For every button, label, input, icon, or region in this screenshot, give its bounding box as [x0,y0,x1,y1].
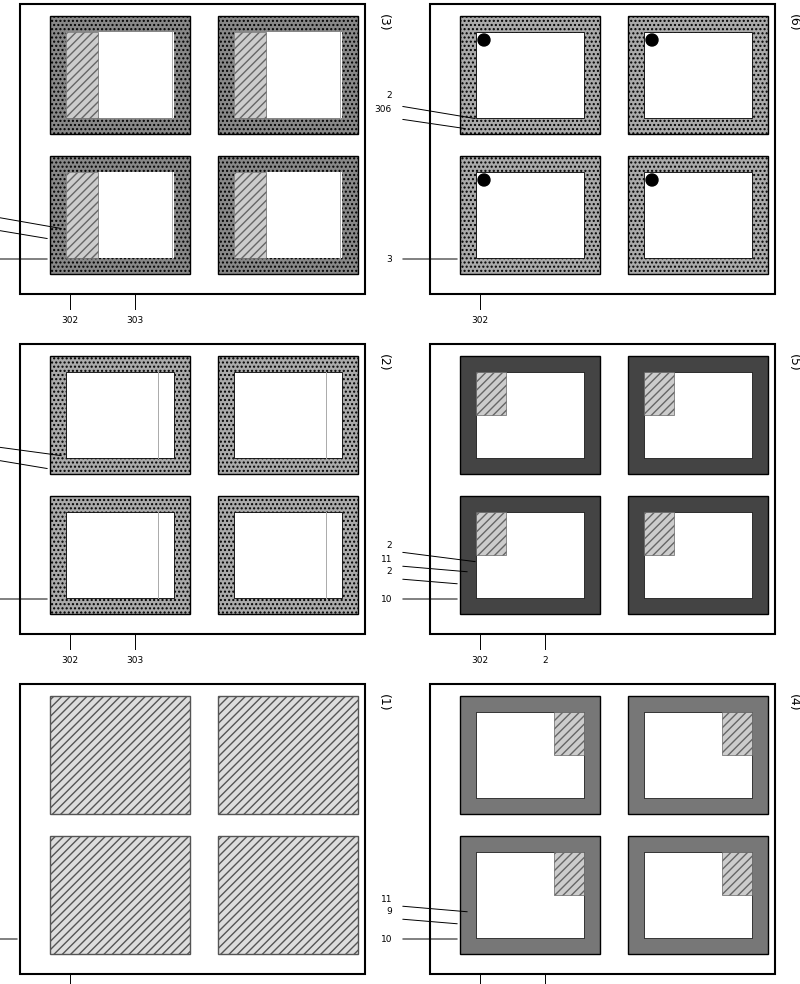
Bar [218,696,358,814]
Bar [234,32,266,118]
Bar [460,696,600,814]
Bar [234,372,342,458]
Bar [644,512,752,598]
Bar [460,496,600,614]
Bar [50,496,190,614]
Text: 2: 2 [542,656,548,665]
Text: 302: 302 [62,316,78,325]
Bar [476,32,584,118]
Text: (2): (2) [377,354,390,372]
Text: (6): (6) [786,14,799,31]
Bar [50,156,190,274]
Bar [628,696,768,814]
Bar [50,356,190,474]
Bar [66,32,174,118]
Circle shape [478,34,490,46]
Bar [476,372,506,415]
Bar [644,512,674,555]
Bar [644,372,674,415]
Bar [20,344,365,634]
Bar [476,852,584,938]
Bar [218,836,358,954]
Circle shape [646,34,658,46]
Text: (1): (1) [377,694,390,711]
Text: 9: 9 [386,907,392,916]
Bar [722,712,752,755]
Bar [66,32,98,118]
Text: 303: 303 [126,316,144,325]
Bar [66,172,98,258]
Bar [460,356,600,474]
Text: 11: 11 [381,555,392,564]
Bar [644,712,752,798]
Text: 11: 11 [381,894,392,903]
Bar [234,512,342,598]
Circle shape [646,174,658,186]
Text: D9A: D9A [77,546,86,564]
Bar [234,32,342,118]
Text: D9A: D9A [245,406,254,424]
Bar [430,4,775,294]
Text: (3): (3) [377,14,390,31]
Text: 2: 2 [386,541,392,550]
Bar [476,512,584,598]
Circle shape [478,174,490,186]
Text: 2: 2 [386,568,392,577]
Bar [50,696,190,814]
Bar [628,836,768,954]
Text: 10: 10 [381,935,392,944]
Text: (4): (4) [786,694,799,711]
Text: 302: 302 [471,656,489,665]
Bar [722,852,752,895]
Bar [218,16,358,134]
Bar [66,372,174,458]
Bar [50,16,190,134]
Bar [644,32,752,118]
Bar [218,356,358,474]
Text: 303: 303 [126,656,144,665]
Bar [50,836,190,954]
Text: 302: 302 [471,316,489,325]
Bar [476,172,584,258]
Bar [644,372,752,458]
Bar [460,836,600,954]
Text: D9A: D9A [77,406,86,424]
Bar [644,172,752,258]
Bar [20,4,365,294]
Text: 302: 302 [62,656,78,665]
Bar [476,512,506,555]
Bar [20,684,365,974]
Bar [430,344,775,634]
Bar [218,156,358,274]
Text: 10: 10 [381,594,392,603]
Bar [554,712,584,755]
Text: 2: 2 [386,92,392,100]
Text: (5): (5) [786,354,799,372]
Text: 306: 306 [374,104,392,113]
Bar [476,712,584,798]
Bar [628,496,768,614]
Bar [234,172,266,258]
Bar [644,852,752,938]
Bar [218,496,358,614]
Bar [628,16,768,134]
Bar [554,852,584,895]
Bar [430,684,775,974]
Bar [628,356,768,474]
Bar [460,156,600,274]
Text: D9A: D9A [245,546,254,564]
Bar [628,156,768,274]
Bar [66,512,174,598]
Bar [460,16,600,134]
Bar [234,172,342,258]
Bar [66,172,174,258]
Text: 3: 3 [386,255,392,264]
Bar [476,372,584,458]
